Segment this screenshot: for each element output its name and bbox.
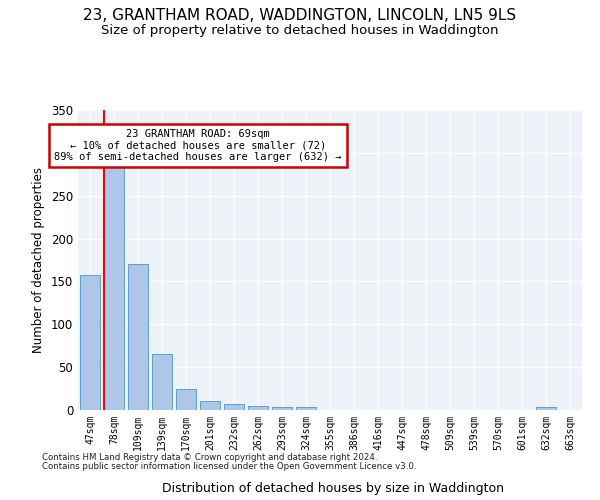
Bar bbox=[104, 165, 124, 410]
Bar bbox=[296, 408, 316, 410]
Text: Distribution of detached houses by size in Waddington: Distribution of detached houses by size … bbox=[162, 482, 504, 495]
Text: 23 GRANTHAM ROAD: 69sqm
← 10% of detached houses are smaller (72)
89% of semi-de: 23 GRANTHAM ROAD: 69sqm ← 10% of detache… bbox=[54, 129, 342, 162]
Bar bbox=[128, 264, 148, 410]
Text: Contains HM Land Registry data © Crown copyright and database right 2024.: Contains HM Land Registry data © Crown c… bbox=[42, 454, 377, 462]
Bar bbox=[200, 402, 220, 410]
Bar bbox=[272, 406, 292, 410]
Bar bbox=[224, 404, 244, 410]
Text: Contains public sector information licensed under the Open Government Licence v3: Contains public sector information licen… bbox=[42, 462, 416, 471]
Text: 23, GRANTHAM ROAD, WADDINGTON, LINCOLN, LN5 9LS: 23, GRANTHAM ROAD, WADDINGTON, LINCOLN, … bbox=[83, 8, 517, 22]
Bar bbox=[80, 276, 100, 410]
Bar bbox=[152, 354, 172, 410]
Bar bbox=[536, 408, 556, 410]
Bar bbox=[248, 406, 268, 410]
Bar bbox=[176, 388, 196, 410]
Y-axis label: Number of detached properties: Number of detached properties bbox=[32, 167, 46, 353]
Text: Size of property relative to detached houses in Waddington: Size of property relative to detached ho… bbox=[101, 24, 499, 37]
